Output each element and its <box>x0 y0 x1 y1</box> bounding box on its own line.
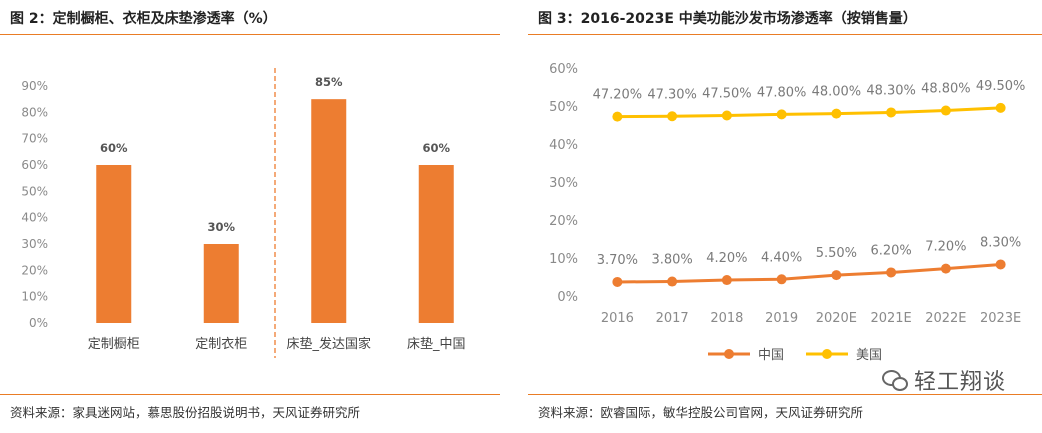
y-tick-label: 60% <box>549 62 578 77</box>
legend-label: 中国 <box>758 348 784 363</box>
right-figure-panel: 图 3：2016-2023E 中美功能沙发市场渗透率（按销售量） 0% 10% 20… <box>528 0 1042 433</box>
y-tick-label: 0% <box>29 316 48 330</box>
y-tick-label: 20% <box>21 263 48 277</box>
data-label: 47.50% <box>702 87 752 102</box>
data-label: 3.70% <box>597 253 638 268</box>
data-label: 8.30% <box>980 235 1021 250</box>
y-tick-label: 0% <box>557 290 578 305</box>
data-point <box>721 110 732 121</box>
bar <box>96 165 132 323</box>
bar-value-label: 85% <box>315 75 343 89</box>
left-source-note: 资料来源：家具迷网站，慕思股份招股说明书，天风证券研究所 <box>10 405 361 420</box>
data-label: 47.20% <box>593 88 643 103</box>
data-label: 5.50% <box>816 246 857 261</box>
legend-swatch-marker <box>724 349 734 359</box>
data-label: 48.30% <box>866 83 916 98</box>
series-line-0 <box>617 262 1001 284</box>
bar-chart: 0% 10% 20% 30% 40% 50% 60% 70% 80% 90% 60% 定制橱柜 30% 定… <box>21 68 466 358</box>
right-source-note: 资料来源：欧睿国际，敏华控股公司官网，天风证券研究所 <box>538 405 864 420</box>
y-tick-label: 30% <box>21 237 48 251</box>
x-category-label: 2017 <box>656 311 689 326</box>
data-point <box>667 111 678 122</box>
data-point <box>831 270 842 281</box>
y-tick-label: 70% <box>21 132 48 146</box>
data-label: 48.00% <box>812 85 862 100</box>
x-category-label: 2019 <box>765 311 798 326</box>
x-category-label: 2016 <box>601 311 634 326</box>
data-label: 4.40% <box>761 250 802 265</box>
data-point <box>776 109 787 120</box>
x-category-label: 2023E <box>980 311 1021 326</box>
data-label: 4.20% <box>706 251 747 266</box>
data-point <box>886 107 897 118</box>
bar <box>418 165 454 323</box>
right-source-rule <box>528 394 1042 395</box>
data-point <box>995 102 1006 113</box>
watermark-text: 轻工翔谈 <box>913 370 1006 395</box>
line-chart: 0% 10% 20% 30% 40% 50% 60% 2016 2017 2018 2019 2020… <box>549 62 1026 363</box>
x-category-label: 2018 <box>710 311 743 326</box>
data-point <box>612 276 623 287</box>
y-tick-label: 40% <box>549 138 578 153</box>
data-point <box>886 267 897 278</box>
data-label: 48.80% <box>921 82 971 97</box>
bar <box>203 244 239 323</box>
y-tick-label: 20% <box>549 214 578 229</box>
x-category-label: 2020E <box>816 311 857 326</box>
bar-value-label: 60% <box>422 141 450 155</box>
x-category-label: 定制橱柜 <box>88 337 140 352</box>
x-category-label: 2022E <box>925 311 966 326</box>
x-category-label: 床垫_发达国家 <box>286 336 371 352</box>
data-label: 6.20% <box>870 243 911 258</box>
data-label: 3.80% <box>651 253 692 268</box>
x-category-label: 定制衣柜 <box>195 336 247 352</box>
legend-label: 美国 <box>856 348 882 363</box>
y-tick-label: 50% <box>21 184 48 198</box>
y-tick-label: 60% <box>21 158 48 172</box>
right-title-rule <box>528 34 1042 35</box>
y-tick-label: 10% <box>549 252 578 267</box>
legend-swatch-marker <box>822 349 832 359</box>
left-figure-title: 图 2：定制橱柜、衣柜及床垫渗透率（%） <box>10 11 277 27</box>
data-point <box>995 259 1006 270</box>
y-tick-label: 10% <box>21 290 48 304</box>
left-source-rule <box>0 394 500 395</box>
data-label: 47.80% <box>757 85 807 100</box>
watermark: 轻工翔谈 <box>881 364 1006 396</box>
y-tick-label: 30% <box>549 176 578 191</box>
data-label: 7.20% <box>925 240 966 255</box>
right-figure-title: 图 3：2016-2023E 中美功能沙发市场渗透率（按销售量） <box>538 11 917 27</box>
data-label: 47.30% <box>647 87 697 102</box>
x-category-label: 床垫_中国 <box>407 336 466 352</box>
y-tick-label: 90% <box>21 79 48 93</box>
data-point <box>721 275 732 286</box>
data-label: 49.50% <box>976 79 1026 94</box>
y-tick-label: 40% <box>21 211 48 225</box>
left-figure-panel: 图 2：定制橱柜、衣柜及床垫渗透率（%） 0% 10% 20% 30% 40% 50% 60… <box>0 0 500 433</box>
bar-value-label: 30% <box>207 220 235 234</box>
data-point <box>776 274 787 285</box>
y-tick-label: 50% <box>549 100 578 115</box>
data-point <box>940 105 951 116</box>
data-point <box>612 111 623 122</box>
data-point <box>940 263 951 274</box>
bar-value-label: 60% <box>100 141 128 155</box>
y-tick-label: 80% <box>21 105 48 119</box>
series-line-1 <box>617 106 1001 119</box>
data-point <box>831 108 842 119</box>
x-category-label: 2021E <box>870 311 911 326</box>
data-point <box>667 276 678 287</box>
bar <box>311 99 347 323</box>
wechat-icon <box>881 369 908 391</box>
left-title-rule <box>0 34 500 35</box>
